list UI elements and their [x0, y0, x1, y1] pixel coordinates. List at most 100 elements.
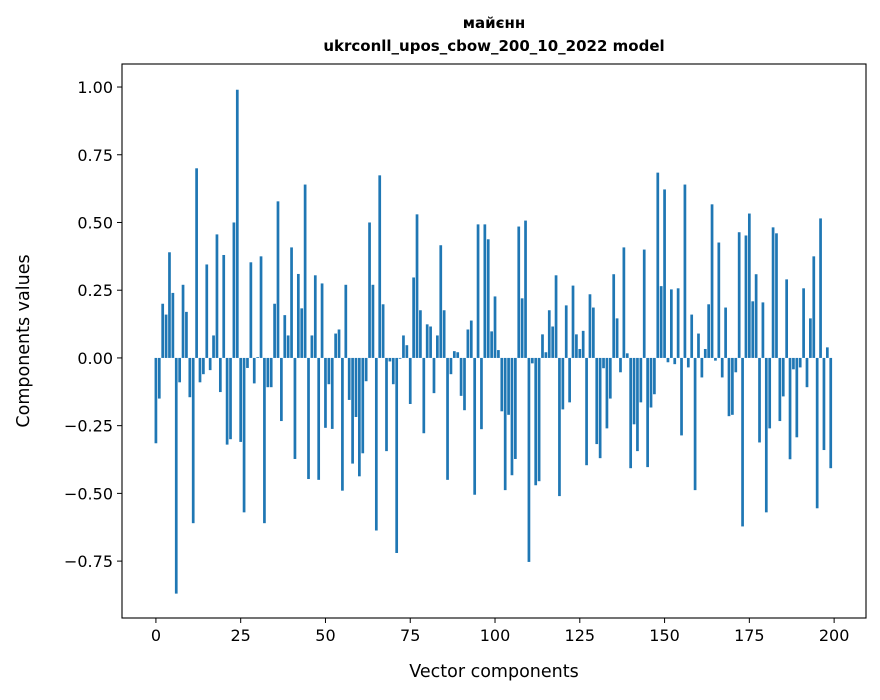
bar-138	[622, 247, 626, 358]
bar-133	[605, 357, 609, 429]
bar-142	[636, 357, 639, 452]
bar-36	[276, 201, 280, 358]
bar-177	[754, 274, 758, 358]
bar-151	[666, 357, 670, 363]
bar-143	[639, 357, 643, 403]
bar-130	[595, 357, 599, 445]
bar-32	[263, 357, 266, 524]
bar-91	[463, 357, 466, 411]
bar-8	[181, 284, 185, 358]
bar-136	[615, 318, 619, 358]
y-tick-label: −0.50	[64, 484, 113, 503]
bar-104	[507, 357, 510, 415]
bar-106	[514, 357, 517, 459]
bar-86	[446, 357, 449, 480]
bar-131	[598, 357, 602, 459]
bar-94	[473, 357, 477, 495]
bar-56	[344, 284, 348, 358]
bar-166	[717, 242, 721, 358]
bar-47	[313, 275, 317, 358]
bar-170	[731, 357, 734, 415]
bar-179	[761, 302, 765, 358]
bar-37	[280, 357, 283, 422]
bar-109	[524, 220, 527, 358]
bar-108	[520, 298, 524, 358]
bar-66	[378, 175, 382, 358]
bar-25	[239, 357, 243, 442]
plot-frame	[121, 63, 867, 619]
bar-114	[541, 334, 544, 358]
x-tick-label: 125	[565, 626, 596, 645]
bar-78	[419, 310, 422, 358]
bar-80	[425, 324, 429, 358]
bar-120	[561, 357, 565, 410]
bar-10	[188, 357, 192, 398]
bar-69	[388, 357, 392, 362]
bar-198	[825, 347, 829, 358]
bar-59	[354, 357, 358, 417]
bar-93	[469, 320, 473, 358]
bar-107	[517, 226, 521, 358]
bar-22	[229, 357, 232, 440]
bar-70	[391, 357, 395, 385]
bar-125	[578, 348, 582, 358]
bar-195	[815, 357, 819, 509]
bar-156	[683, 184, 687, 358]
bar-154	[676, 288, 680, 358]
bar-82	[432, 357, 436, 394]
bar-123	[571, 285, 575, 358]
x-tick-label: 0	[151, 626, 161, 645]
bar-5	[171, 292, 175, 358]
bar-102	[500, 357, 504, 412]
x-tick-label: 150	[649, 626, 680, 645]
bar-7	[178, 357, 182, 383]
bar-115	[544, 352, 548, 358]
bar-132	[602, 357, 605, 369]
bar-124	[575, 334, 578, 358]
chart-subtitle: ukrconll_upos_cbow_200_10_2022 model	[323, 37, 664, 55]
bar-111	[530, 357, 534, 364]
bar-74	[405, 345, 409, 358]
bar-42	[296, 273, 300, 358]
bar-159	[693, 357, 697, 491]
bar-61	[361, 357, 365, 454]
y-tick-label: −0.25	[64, 417, 113, 436]
bar-194	[812, 256, 816, 358]
bar-103	[503, 357, 507, 491]
bar-54	[337, 329, 341, 358]
bar-190	[798, 357, 802, 368]
bar-60	[358, 357, 361, 477]
x-tick-label: 75	[400, 626, 420, 645]
bar-72	[398, 357, 402, 359]
bar-139	[625, 353, 629, 358]
bar-26	[242, 357, 246, 513]
chart-title: майєнн	[463, 14, 526, 32]
bar-20	[222, 254, 226, 358]
bar-167	[720, 357, 724, 378]
y-tick-label: 1.00	[77, 78, 113, 97]
bar-28	[249, 262, 253, 358]
bar-29	[252, 357, 256, 384]
bars-group	[154, 89, 833, 594]
bar-17	[212, 335, 215, 358]
bar-6	[174, 357, 178, 594]
bar-155	[680, 357, 683, 436]
bar-135	[612, 274, 616, 358]
bar-63	[368, 222, 371, 358]
bar-87	[449, 357, 453, 375]
bar-35	[273, 303, 276, 358]
bar-30	[256, 357, 259, 358]
bar-62	[364, 357, 368, 382]
bar-97	[483, 224, 487, 358]
bar-67	[381, 304, 385, 358]
x-tick-label: 200	[819, 626, 850, 645]
y-tick-label: 0.25	[77, 281, 113, 300]
bar-122	[568, 357, 571, 403]
bar-112	[534, 357, 538, 486]
x-axis-label: Vector components	[409, 662, 578, 682]
bar-199	[829, 357, 833, 469]
bar-118	[554, 275, 558, 358]
bar-182	[771, 227, 775, 358]
bar-15	[205, 264, 209, 358]
